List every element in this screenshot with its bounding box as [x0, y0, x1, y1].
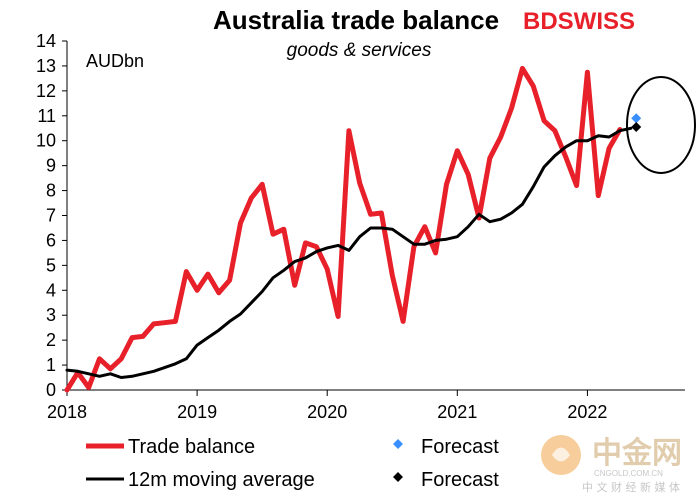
- legend: Trade balance Forecast 12m moving averag…: [86, 436, 499, 491]
- forecast-point-trade-balance: [631, 113, 642, 124]
- y-tick-label: 11: [37, 106, 56, 126]
- x-tick-label: 2022: [567, 402, 607, 422]
- x-tick-label: 2020: [307, 402, 347, 422]
- watermark-site-text: CNGOLD.COM.CN: [594, 469, 663, 478]
- cngold-logo-icon: [541, 435, 581, 475]
- chart-subtitle: goods & services: [287, 40, 432, 61]
- forecast-layer: [631, 113, 642, 133]
- y-tick-label: 9: [46, 156, 56, 176]
- y-tick-label: 14: [36, 31, 56, 51]
- y-tick-label: 12: [36, 81, 56, 101]
- legend-item-trade-balance: Trade balance: [86, 436, 255, 458]
- brand-text-bd: BD: [523, 8, 558, 35]
- legend-label-forecast-blue: Forecast: [421, 436, 499, 458]
- series-line-12m-moving-average: [65, 126, 633, 379]
- y-tick-label: 6: [46, 230, 56, 250]
- y-tick-label: 8: [46, 181, 56, 201]
- y-tick-label: 7: [46, 206, 56, 226]
- legend-item-forecast-black: Forecast: [393, 469, 499, 491]
- forecast-point-moving-average: [631, 122, 642, 133]
- brand-text-swiss: SWISS: [558, 8, 635, 35]
- legend-swatch-forecast-blue: [393, 439, 403, 449]
- series-layer: [64, 65, 633, 393]
- bdswiss-logo: BDSWISS: [523, 8, 635, 35]
- y-tick-label: 2: [46, 330, 56, 350]
- watermark-tagline-text: 中 文 财 经 新 媒 体: [582, 480, 680, 494]
- series-line-trade-balance: [64, 65, 623, 393]
- x-tick-label: 2018: [47, 402, 87, 422]
- legend-label-trade-balance: Trade balance: [128, 436, 255, 458]
- y-tick-label: 3: [46, 305, 56, 325]
- forecast-highlight-circle: [626, 76, 696, 174]
- y-axis-unit-label: AUDbn: [86, 51, 144, 71]
- x-tick-label: 2021: [437, 402, 477, 422]
- legend-item-moving-average: 12m moving average: [86, 469, 315, 491]
- legend-label-forecast-black: Forecast: [421, 469, 499, 491]
- x-axis: 2018 2019 2020 2021 2022: [47, 389, 685, 422]
- legend-item-forecast-blue: Forecast: [393, 436, 499, 458]
- x-tick-label: 2019: [177, 402, 217, 422]
- legend-label-moving-average: 12m moving average: [128, 469, 315, 491]
- legend-swatch-forecast-black: [393, 472, 403, 482]
- chart-title: Australia trade balance: [213, 5, 499, 35]
- y-tick-label: 0: [46, 380, 56, 400]
- y-tick-label: 13: [36, 56, 56, 76]
- cngold-watermark: 中金网 CNGOLD.COM.CN 中 文 财 经 新 媒 体: [541, 435, 682, 494]
- y-tick-label: 1: [46, 355, 56, 375]
- y-tick-label: 10: [36, 131, 56, 151]
- y-tick-label: 4: [46, 280, 56, 300]
- y-tick-label: 5: [46, 255, 56, 275]
- svg-text:BDSWISS: BDSWISS: [523, 8, 635, 35]
- watermark-logo-text: 中金网: [592, 436, 682, 471]
